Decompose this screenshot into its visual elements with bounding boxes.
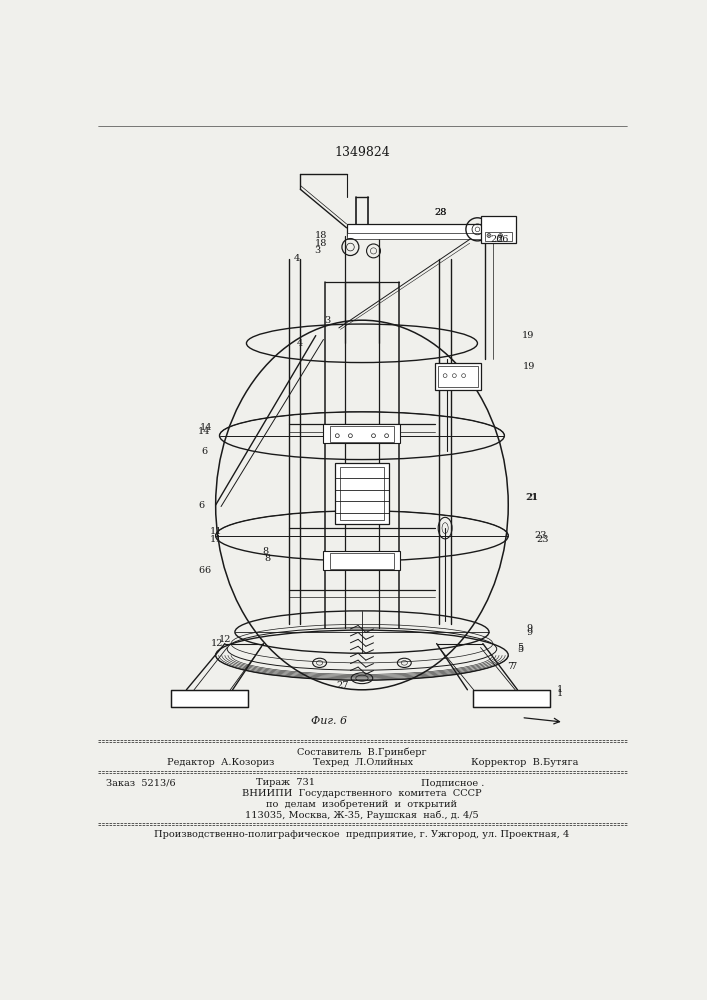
Text: 27: 27 (337, 681, 349, 690)
Text: Корректор  В.Бутяга: Корректор В.Бутяга (472, 758, 578, 767)
Bar (171, 690, 248, 707)
Bar (481, 216, 516, 243)
Text: 18: 18 (315, 239, 327, 248)
Text: 5: 5 (517, 643, 523, 652)
Text: Фиг. 6: Фиг. 6 (311, 716, 347, 726)
Text: 5: 5 (517, 645, 523, 654)
Text: по  делам  изобретений  и  открытий: по делам изобретений и открытий (267, 800, 457, 809)
Bar (473, 690, 550, 707)
Bar (324, 424, 400, 443)
Text: 3: 3 (314, 246, 320, 255)
Text: 113035, Москва, Ж-35, Раушская  наб., д. 4/5: 113035, Москва, Ж-35, Раушская наб., д. … (245, 811, 479, 820)
Text: 11: 11 (209, 527, 222, 536)
Bar (329, 553, 395, 569)
Text: 19: 19 (523, 362, 535, 371)
Text: Подписное .: Подписное . (421, 778, 484, 787)
Bar (485, 232, 512, 241)
Bar (346, 224, 485, 235)
Bar (346, 233, 485, 239)
Text: 8: 8 (262, 547, 269, 556)
Text: 6: 6 (198, 500, 204, 510)
Text: 1: 1 (556, 689, 563, 698)
Text: 12: 12 (218, 635, 231, 644)
Text: 4: 4 (293, 254, 300, 263)
Text: Заказ  5213/6: Заказ 5213/6 (105, 778, 175, 787)
Text: 9: 9 (526, 628, 532, 637)
Text: Техред  Л.Олийных: Техред Л.Олийных (313, 758, 414, 767)
Text: 6: 6 (201, 447, 207, 456)
Text: 28: 28 (434, 208, 447, 217)
Text: Производственно-полиграфическое  предприятие, г. Ужгород, ул. Проектная, 4: Производственно-полиграфическое предприя… (154, 830, 570, 839)
Bar (435, 363, 481, 389)
Text: 21: 21 (527, 493, 539, 502)
Text: 6: 6 (204, 566, 210, 575)
Text: 3: 3 (325, 316, 330, 325)
Text: 14: 14 (199, 424, 212, 432)
Text: 14: 14 (198, 427, 211, 436)
Bar (324, 551, 400, 570)
Text: 23: 23 (537, 535, 549, 544)
Text: 7: 7 (510, 662, 517, 671)
Text: 9: 9 (526, 624, 532, 633)
Bar (329, 426, 395, 442)
Text: 6: 6 (198, 566, 204, 575)
Text: Тираж  731: Тираж 731 (256, 778, 315, 787)
Text: 1: 1 (556, 685, 563, 694)
Bar (340, 466, 383, 520)
Text: 1349824: 1349824 (334, 146, 390, 159)
Text: 18: 18 (315, 231, 327, 240)
Text: 28: 28 (434, 208, 447, 217)
Text: 12: 12 (211, 639, 223, 648)
Bar (335, 463, 389, 524)
Text: 4: 4 (297, 339, 303, 348)
Text: 23: 23 (534, 531, 547, 540)
Text: 26: 26 (496, 235, 508, 244)
Bar (438, 366, 478, 387)
Text: 11: 11 (210, 535, 223, 544)
Text: Редактор  А.Козориз: Редактор А.Козориз (167, 758, 274, 767)
Text: Составитель  В.Гринберг: Составитель В.Гринберг (297, 747, 427, 757)
Text: ВНИИПИ  Государственного  комитета  СССР: ВНИИПИ Государственного комитета СССР (242, 789, 481, 798)
Text: 19: 19 (521, 331, 534, 340)
Text: 7: 7 (507, 662, 513, 671)
Text: 21: 21 (525, 493, 537, 502)
Text: 26: 26 (491, 235, 503, 244)
Text: 8: 8 (264, 554, 270, 563)
